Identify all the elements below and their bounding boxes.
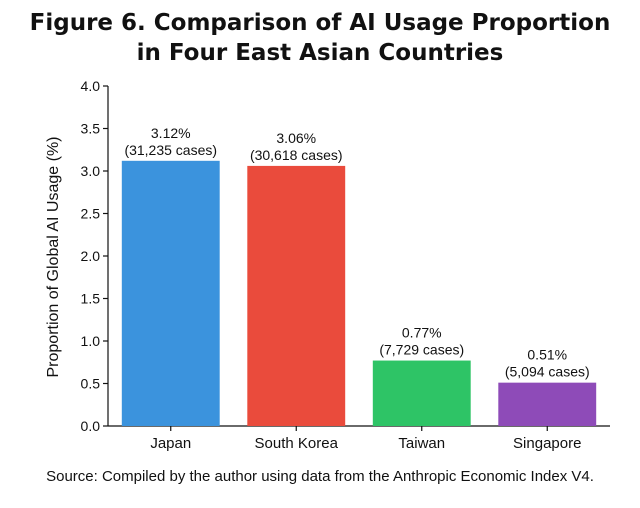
case-count-label: (31,235 cases) bbox=[124, 142, 217, 158]
bar-south-korea bbox=[247, 165, 346, 426]
y-axis-label: Proportion of Global AI Usage (%) bbox=[45, 136, 62, 377]
axes: 0.0 0.5 1.0 1.5 2.0 2.5 3.0 3.5 4.0 bbox=[81, 78, 610, 434]
y-tick-label: 1.0 bbox=[81, 333, 101, 349]
category-label: Japan bbox=[150, 435, 191, 452]
chart-title-line-2: in Four East Asian Countries bbox=[136, 40, 504, 66]
y-tick-label: 2.0 bbox=[81, 248, 101, 264]
chart-title-line-1: Figure 6. Comparison of AI Usage Proport… bbox=[29, 10, 611, 36]
bar-japan bbox=[121, 160, 220, 427]
y-tick-label: 3.0 bbox=[81, 163, 101, 179]
y-tick-label: 4.0 bbox=[81, 78, 101, 94]
case-count-label: (5,094 cases) bbox=[505, 364, 590, 380]
category-label: Singapore bbox=[513, 435, 581, 452]
labels: Japan 3.12%(31,235 cases) South Korea 3.06%… bbox=[124, 125, 589, 452]
y-tick-label: 0.5 bbox=[81, 376, 101, 392]
y-tick-label: 3.5 bbox=[81, 121, 101, 137]
value-label: 0.77% bbox=[402, 325, 442, 341]
value-label: 3.12% bbox=[151, 125, 191, 141]
bar-chart: 0.00.51.01.52.02.53.03.54.0 Japan3.12%(3… bbox=[45, 78, 610, 452]
case-count-label: (7,729 cases) bbox=[379, 342, 464, 358]
category-label: South Korea bbox=[255, 435, 339, 452]
y-tick-label: 2.5 bbox=[81, 206, 101, 222]
value-label: 0.51% bbox=[527, 347, 567, 363]
value-label: 3.06% bbox=[276, 130, 316, 146]
bar-taiwan bbox=[372, 360, 471, 426]
bars bbox=[121, 160, 597, 427]
source-note: Source: Compiled by the author using dat… bbox=[46, 468, 594, 485]
y-tick-label: 0.0 bbox=[81, 418, 101, 434]
case-count-label: (30,618 cases) bbox=[250, 147, 343, 163]
y-tick-label: 1.5 bbox=[81, 291, 101, 307]
bar-singapore bbox=[498, 382, 597, 426]
category-label: Taiwan bbox=[398, 435, 445, 452]
